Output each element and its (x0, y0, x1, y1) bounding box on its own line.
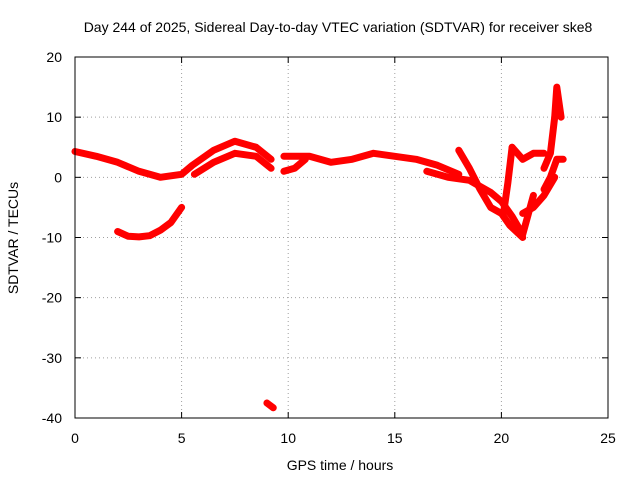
series-track-2 (190, 149, 275, 178)
series-track-4 (263, 399, 277, 412)
series-track-7 (423, 167, 537, 238)
series-track-5 (280, 149, 463, 178)
x-tick-label: 20 (494, 430, 510, 446)
x-tick-label: 5 (178, 430, 186, 446)
y-tick-label: 10 (46, 109, 62, 125)
x-axis-title: GPS time / hours (287, 457, 394, 473)
y-axis-title: SDTVAR / TECUs (5, 182, 21, 294)
x-tick-label: 25 (600, 430, 616, 446)
chart-title: Day 244 of 2025, Sidereal Day-to-day VTE… (84, 19, 593, 35)
x-tick-label: 10 (280, 430, 296, 446)
y-tick-label: -10 (42, 230, 62, 246)
axis-ticks (74, 56, 609, 419)
series-track-8 (455, 146, 527, 241)
y-tick-labels: -40 -30 -20 -10 0 10 20 (42, 49, 62, 426)
plot-frame (74, 56, 609, 419)
y-tick-label: -20 (42, 290, 62, 306)
y-tick-label: 0 (54, 169, 62, 185)
series-track-10 (508, 143, 548, 163)
series-track-3 (114, 203, 186, 241)
grid (75, 57, 608, 418)
y-tick-label: 20 (46, 49, 62, 65)
x-tick-label: 0 (71, 430, 79, 446)
series-track-6 (280, 155, 309, 175)
series-track-13 (540, 83, 565, 172)
data-series (71, 83, 567, 412)
x-tick-labels: 0 5 10 15 20 25 (71, 430, 616, 446)
series-track-1 (71, 137, 275, 181)
series-track-9 (500, 143, 516, 217)
y-tick-label: -40 (42, 410, 62, 426)
y-tick-label: -30 (42, 350, 62, 366)
x-tick-label: 15 (387, 430, 403, 446)
series-track-12 (540, 155, 567, 193)
